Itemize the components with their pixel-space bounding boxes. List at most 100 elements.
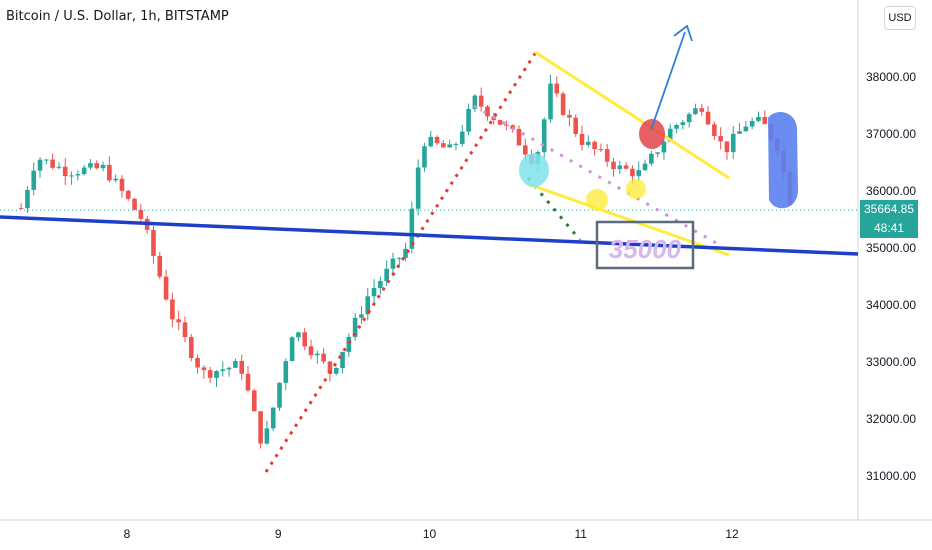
- candle-body: [107, 164, 112, 181]
- candle-body: [459, 131, 465, 144]
- y-tick-label: 33000.00: [866, 355, 916, 369]
- candle-body: [270, 407, 276, 429]
- candle-body: [504, 124, 509, 126]
- candle-body: [327, 361, 333, 374]
- candle-body: [62, 166, 68, 177]
- candle-body: [214, 371, 219, 378]
- candle-body: [170, 299, 175, 320]
- candle-body: [321, 353, 326, 362]
- candle-body: [453, 143, 459, 145]
- bar-countdown: 48:41: [873, 221, 905, 235]
- candle-body: [623, 165, 629, 169]
- candle-body: [667, 128, 673, 142]
- chart-title: Bitcoin / U.S. Dollar, 1h, BITSTAMP: [6, 9, 229, 24]
- candle-body: [302, 332, 308, 347]
- dotted-trend-line-green: [526, 177, 582, 241]
- candle-body: [560, 93, 566, 115]
- candle-body: [56, 166, 62, 168]
- marker-blue: [768, 112, 798, 209]
- x-tick-label: 10: [423, 527, 437, 541]
- candle-body: [371, 288, 377, 297]
- candle-body: [220, 369, 226, 372]
- candle-body: [730, 133, 736, 153]
- candle-body: [157, 255, 163, 277]
- y-tick-label: 38000.00: [866, 70, 916, 84]
- candle-body: [365, 296, 371, 315]
- candle-body: [586, 141, 591, 145]
- candle-body: [617, 165, 623, 170]
- candle-body: [478, 95, 484, 107]
- candle-body: [31, 170, 37, 190]
- candle-body: [182, 322, 188, 338]
- candle-body: [340, 351, 345, 368]
- candle-body: [258, 411, 263, 444]
- candle-body: [277, 382, 282, 408]
- candle-body: [548, 83, 553, 120]
- currency-button[interactable]: USD: [884, 6, 916, 30]
- candle-body: [132, 198, 137, 210]
- candle-body: [188, 337, 194, 358]
- candle-body: [315, 353, 320, 356]
- candle-body: [522, 145, 528, 155]
- arrow-head: [673, 24, 693, 42]
- current-price-tag: 35664.85 48:41: [860, 200, 918, 238]
- candle-body: [378, 280, 383, 289]
- candle-body: [516, 128, 522, 146]
- candle-body: [693, 108, 698, 115]
- annotation-box: [595, 220, 695, 270]
- candle-body: [598, 149, 604, 151]
- candle-body: [81, 167, 87, 175]
- candle-body: [226, 367, 232, 370]
- x-tick-label: 11: [575, 527, 588, 541]
- candle-body: [25, 189, 30, 209]
- candle-body: [390, 258, 396, 269]
- candle-body: [119, 178, 125, 191]
- x-tick-label: 8: [124, 527, 131, 541]
- candle-body: [333, 367, 339, 374]
- candle-body: [346, 336, 352, 352]
- candle-body: [422, 146, 427, 168]
- candle-body: [100, 164, 106, 169]
- current-price-value: 35664.85: [863, 202, 915, 216]
- candle-body: [94, 163, 100, 169]
- candle-body: [649, 153, 654, 164]
- candle-body: [289, 337, 295, 362]
- candle-body: [151, 229, 156, 256]
- candle-body: [44, 159, 49, 161]
- candle-body: [396, 257, 402, 259]
- candle-body: [485, 106, 490, 117]
- candle-body: [415, 167, 421, 209]
- candle-body: [434, 136, 440, 144]
- candle-body: [428, 136, 434, 147]
- candle-body: [403, 248, 408, 258]
- candle-body: [125, 190, 131, 199]
- y-axis: 31000.00 32000.00 33000.00 34000.00 35000.00…: [866, 70, 916, 483]
- candle-body: [699, 108, 705, 112]
- candles: [18, 74, 793, 449]
- marker-red: [639, 119, 665, 149]
- y-tick-label: 31000.00: [866, 469, 916, 483]
- channel-lower-line: [527, 182, 730, 257]
- candle-body: [88, 163, 93, 168]
- candle-body: [712, 124, 717, 136]
- candle-body: [554, 83, 560, 94]
- y-tick-label: 35000.00: [866, 241, 916, 255]
- y-tick-label: 37000.00: [866, 127, 916, 141]
- drawings: 35000: [0, 24, 859, 473]
- candle-body: [630, 168, 635, 177]
- y-tick-label: 32000.00: [866, 412, 916, 426]
- axis-lines: [0, 0, 932, 521]
- candle-body: [655, 152, 660, 154]
- candle-body: [283, 361, 289, 383]
- arrow-line: [650, 31, 686, 131]
- y-tick-label: 36000.00: [866, 184, 916, 198]
- candle-body: [737, 131, 742, 134]
- annotation-box-label: 35000: [609, 234, 682, 264]
- candle-body: [686, 114, 692, 123]
- candle-body: [441, 143, 446, 148]
- candle-body: [762, 116, 768, 125]
- candle-body: [239, 361, 244, 374]
- candle-body: [541, 119, 547, 153]
- candle-body: [592, 141, 597, 150]
